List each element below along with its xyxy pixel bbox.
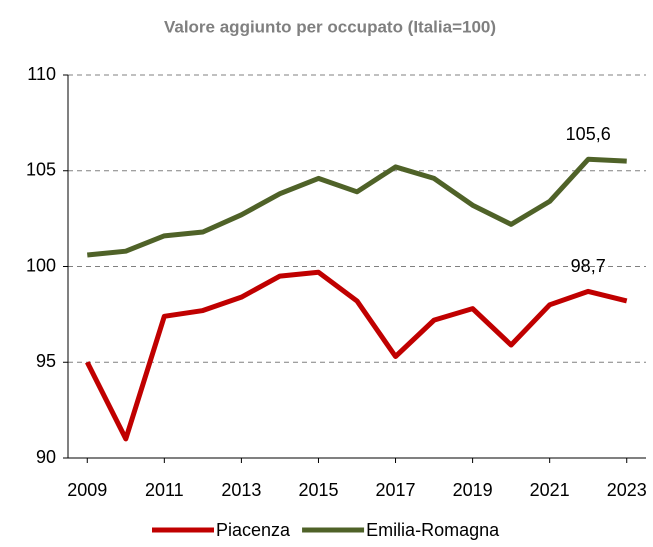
- y-tick-label: 110: [27, 64, 56, 84]
- x-tick-label: 2019: [453, 480, 493, 500]
- legend-label: Emilia-Romagna: [366, 520, 500, 540]
- x-tick-label: 2017: [376, 480, 416, 500]
- y-tick-label: 95: [36, 351, 56, 371]
- chart-title: Valore aggiunto per occupato (Italia=100…: [164, 17, 496, 36]
- series-line: [85, 269, 628, 442]
- y-tick-label: 105: [26, 160, 56, 180]
- x-tick-label: 2013: [221, 480, 261, 500]
- x-tick-label: 2021: [530, 480, 570, 500]
- x-tick-label: 2023: [607, 480, 647, 500]
- x-tick-label: 2015: [298, 480, 338, 500]
- data-label: 105,6: [566, 124, 611, 144]
- x-tick-label: 2009: [67, 480, 107, 500]
- y-tick-label: 100: [26, 255, 56, 275]
- data-label: 98,7: [571, 256, 606, 276]
- legend-label: Piacenza: [216, 520, 291, 540]
- x-tick-label: 2011: [145, 480, 184, 500]
- y-tick-label: 90: [36, 447, 56, 467]
- series-line: [87, 156, 627, 258]
